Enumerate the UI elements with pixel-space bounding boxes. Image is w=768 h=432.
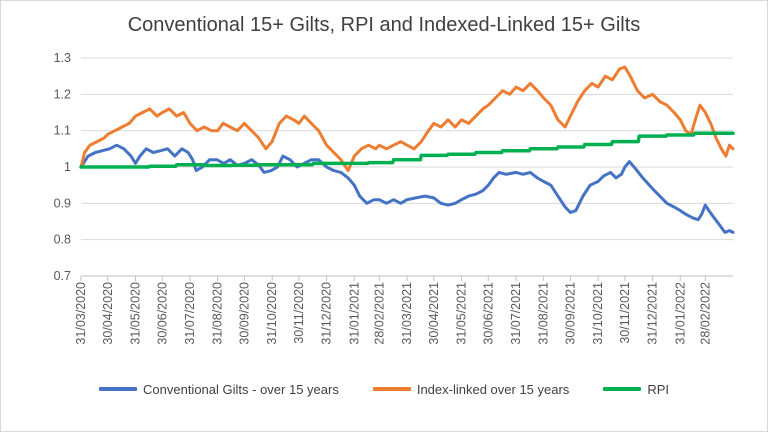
x-tick-label-11: 28/02/2021 <box>372 282 386 345</box>
x-tick-label-17: 31/08/2021 <box>537 282 551 345</box>
x-tick-label-16: 31/07/2021 <box>509 282 523 345</box>
legend-swatch-index-linked <box>372 387 411 391</box>
legend-label-index-linked: Index-linked over 15 years <box>416 381 570 397</box>
legend: Conventional Gilts - over 15 years Index… <box>0 378 768 400</box>
series-line-index-linked <box>79 65 735 173</box>
x-tick-label-4: 31/07/2020 <box>183 282 197 345</box>
x-tick-label-15: 30/06/2021 <box>481 282 495 345</box>
x-tick-label-10: 31/01/2021 <box>347 282 361 345</box>
x-tick-label-12: 31/03/2021 <box>400 282 414 345</box>
x-tick-label-21: 31/12/2021 <box>646 282 660 345</box>
legend-label-conventional: Conventional Gilts - over 15 years <box>143 381 339 397</box>
x-tick-label-5: 31/08/2020 <box>211 282 225 345</box>
legend-item-index-linked: Index-linked over 15 years <box>372 381 570 397</box>
y-tick-label-5: 1.2 <box>54 87 71 101</box>
legend-label-rpi: RPI <box>647 381 669 397</box>
axes: 0.7 0.8 0.9 1 1.1 1.2 1.3 31/03/2020 30/04/2020 3… <box>54 51 733 345</box>
x-tick-label-1: 30/04/2020 <box>101 282 115 345</box>
y-tick-label-2: 0.9 <box>54 196 71 210</box>
x-tick-label-7: 31/10/2020 <box>265 282 279 345</box>
y-tick-label-1: 0.8 <box>54 233 71 247</box>
x-tick-label-6: 30/09/2020 <box>237 282 251 345</box>
series-lines <box>79 65 735 234</box>
legend-item-rpi: RPI <box>603 382 669 397</box>
y-tick-label-4: 1.1 <box>54 124 71 138</box>
y-tick-label-6: 1.3 <box>54 51 71 65</box>
x-tick-label-14: 31/05/2021 <box>454 282 468 345</box>
x-tick-label-3: 30/06/2020 <box>155 282 169 345</box>
legend-swatch-conventional <box>99 387 138 391</box>
legend-item-conventional: Conventional Gilts - over 15 years <box>99 382 339 397</box>
x-tick-label-2: 31/05/2020 <box>128 282 142 345</box>
x-tick-label-22: 31/01/2022 <box>673 282 687 345</box>
x-tick-label-0: 31/03/2020 <box>74 282 88 345</box>
series-line-conventional <box>79 143 735 234</box>
chart-title: Conventional 15+ Gilts, RPI and Indexed-… <box>127 14 641 36</box>
series-line-rpi <box>79 131 735 169</box>
x-tick-label-19: 31/10/2021 <box>591 282 605 345</box>
y-tick-label-0: 0.7 <box>54 269 71 283</box>
x-tick-label-18: 30/09/2021 <box>563 282 577 345</box>
x-tick-label-9: 31/12/2020 <box>320 282 334 345</box>
legend-swatch-rpi <box>603 387 642 391</box>
x-tick-label-20: 30/11/2021 <box>618 282 632 344</box>
x-tick-label-23: 28/02/2022 <box>698 282 712 345</box>
x-tick-label-13: 30/04/2021 <box>427 282 441 345</box>
x-tick-label-8: 30/11/2020 <box>292 282 306 344</box>
y-tick-label-3: 1 <box>64 160 71 174</box>
